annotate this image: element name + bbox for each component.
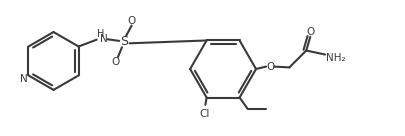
Text: Cl: Cl (199, 109, 209, 119)
Text: N: N (99, 34, 107, 44)
Text: O: O (127, 16, 135, 26)
Text: O: O (305, 27, 313, 37)
Text: S: S (120, 35, 128, 48)
Text: N: N (20, 74, 28, 84)
Text: O: O (265, 62, 273, 72)
Text: NH₂: NH₂ (325, 53, 345, 63)
Text: O: O (111, 57, 119, 67)
Text: H: H (96, 29, 104, 39)
